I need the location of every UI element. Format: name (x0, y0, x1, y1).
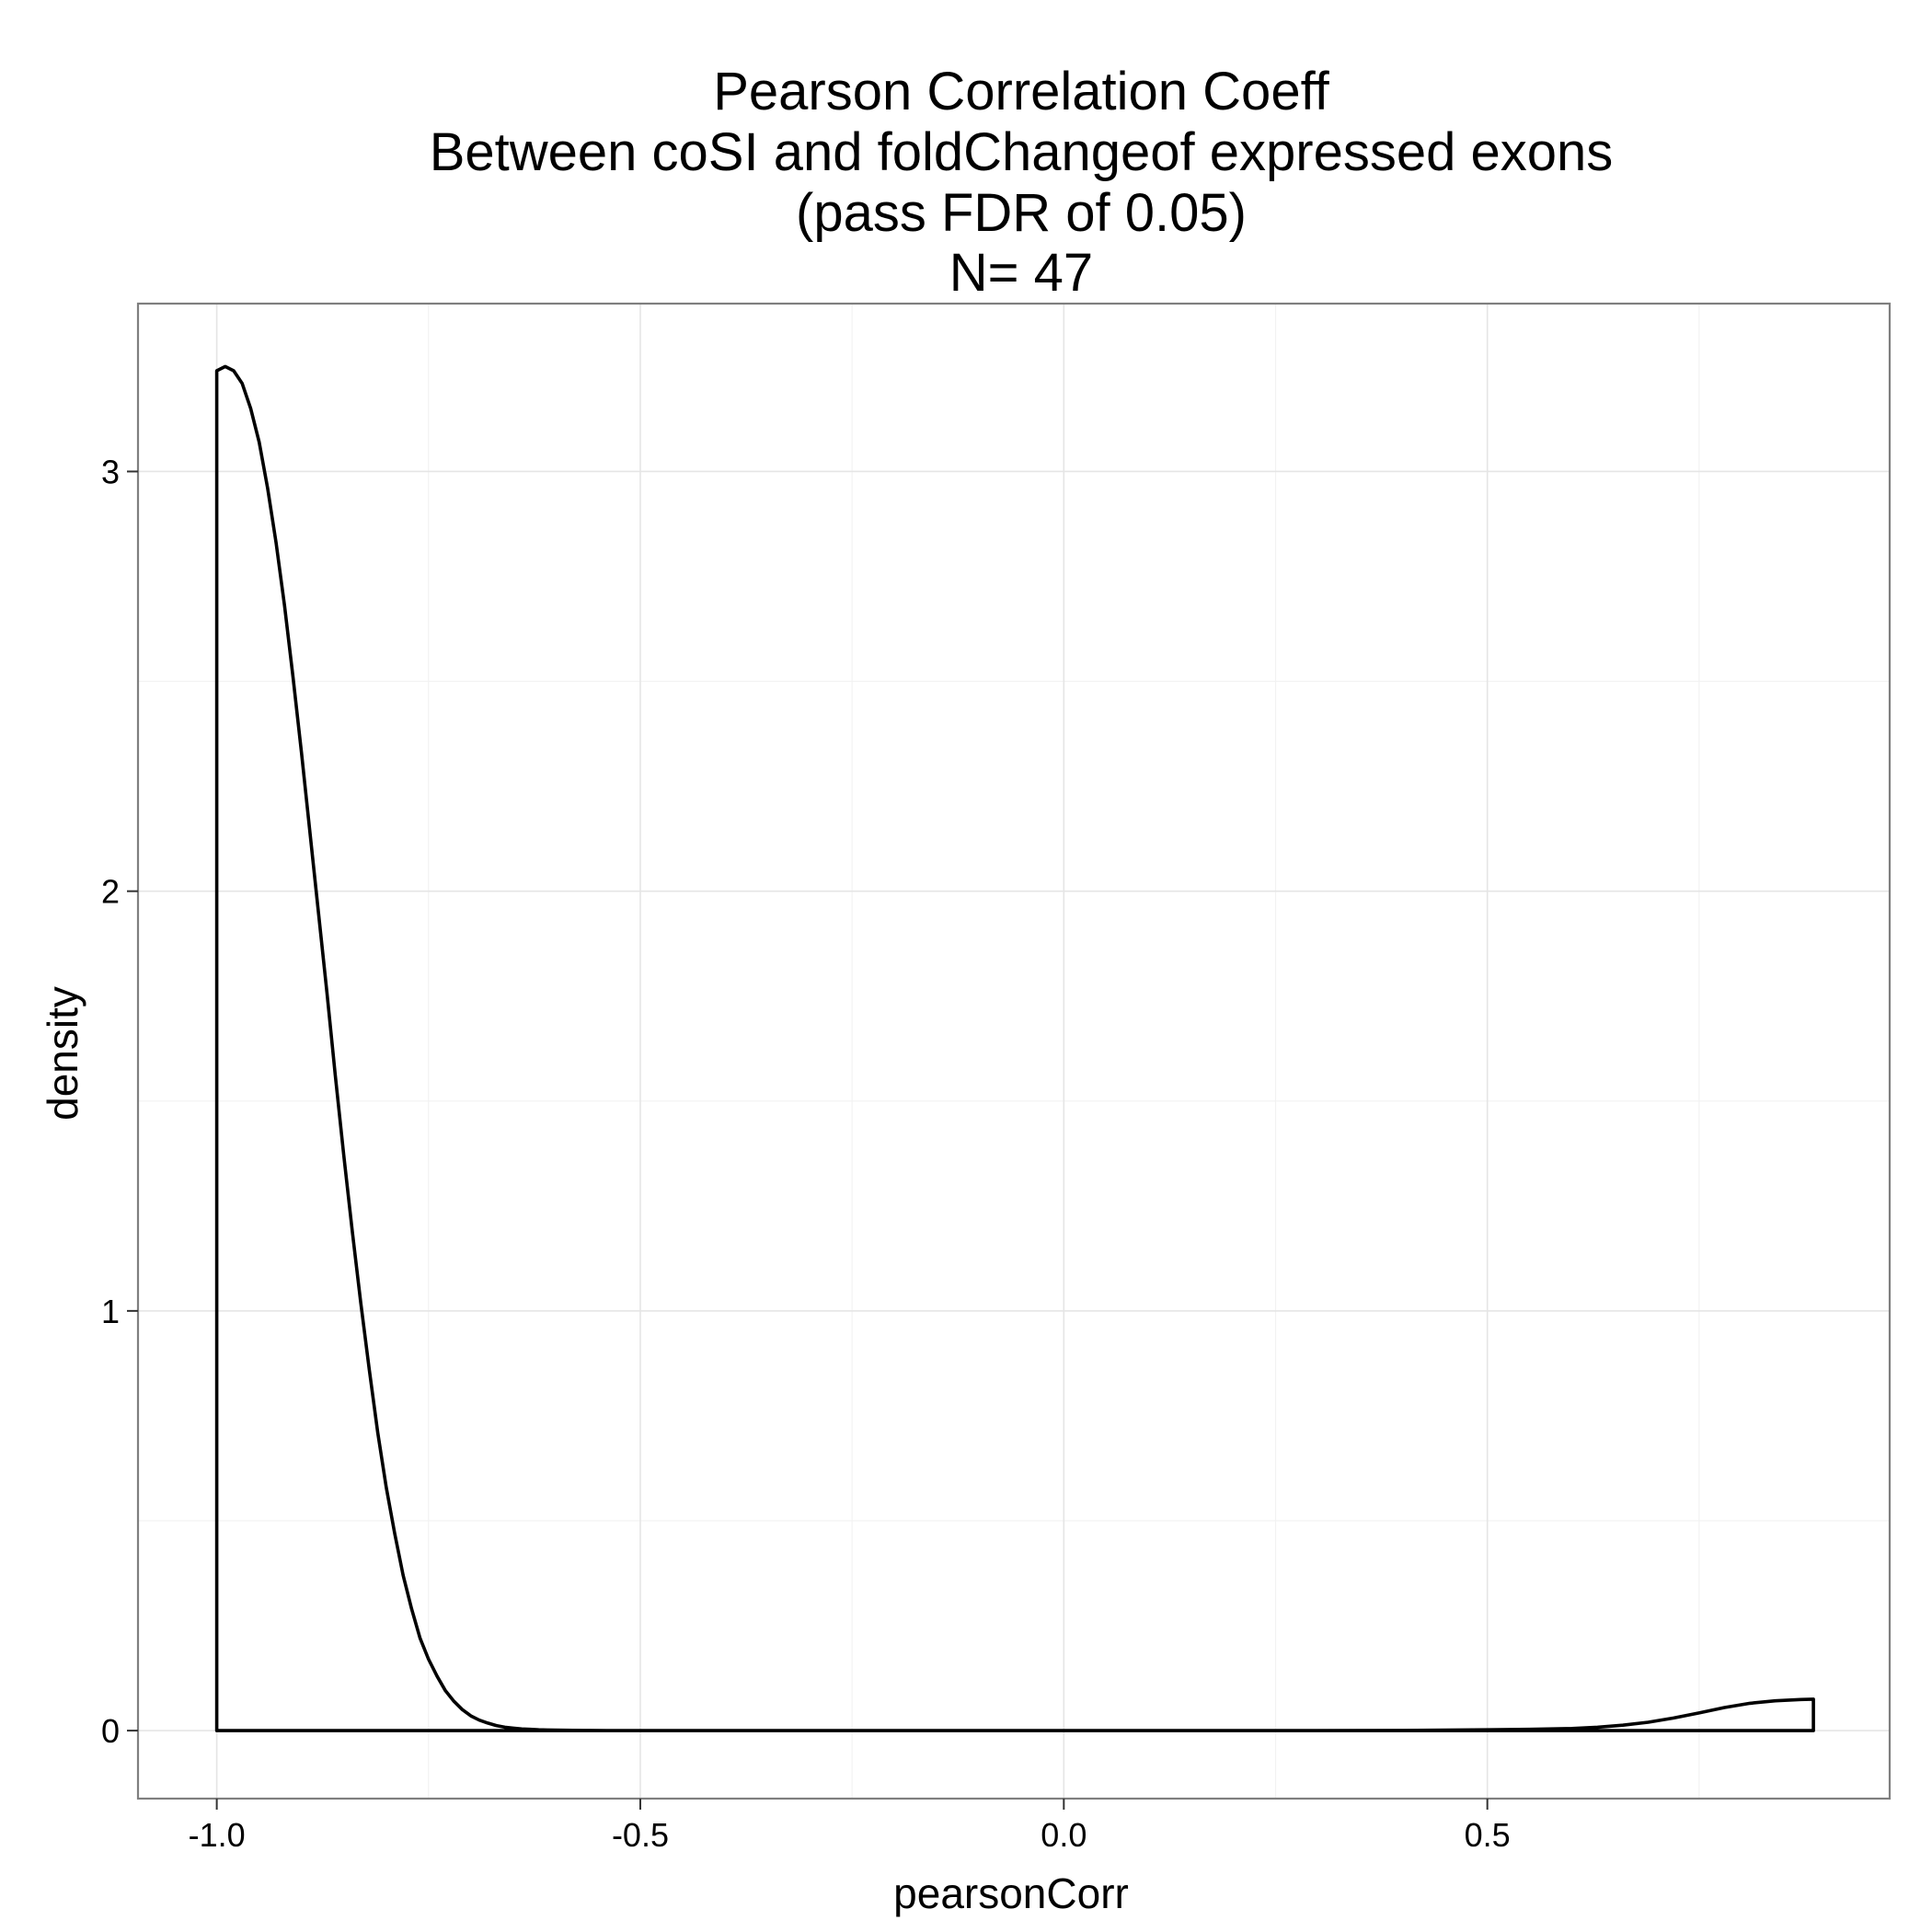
x-tick-label: -1.0 (189, 1816, 246, 1854)
y-tick-label: 0 (101, 1712, 120, 1750)
panel-background (138, 304, 1890, 1799)
title-line-1: Pearson Correlation Coeff (713, 62, 1329, 121)
y-axis: 0 1 2 3 (101, 453, 138, 1750)
minor-gridlines (138, 304, 1890, 1799)
title-line-3: (pass FDR of 0.05) (796, 183, 1247, 243)
y-tick-label: 3 (101, 453, 120, 490)
density-curve (214, 364, 1815, 1732)
y-tick-label: 1 (101, 1293, 120, 1330)
y-tick-label: 2 (101, 873, 120, 911)
chart-title: Pearson Correlation Coeff Between coSI a… (430, 62, 1614, 303)
x-axis-title: pearsonCorr (893, 1869, 1129, 1917)
x-tick-label: -0.5 (612, 1816, 669, 1854)
title-line-4: N= 47 (949, 243, 1093, 303)
x-tick-label: 0.0 (1041, 1816, 1087, 1854)
x-axis: -1.0 -0.5 0.0 0.5 (189, 1799, 1511, 1854)
title-line-2: Between coSI and foldChangeof expressed … (430, 122, 1614, 182)
panel-border (136, 302, 1892, 1800)
x-tick-label: 0.5 (1465, 1816, 1511, 1854)
plot-panel (136, 302, 1892, 1800)
y-axis-title: density (39, 986, 86, 1121)
